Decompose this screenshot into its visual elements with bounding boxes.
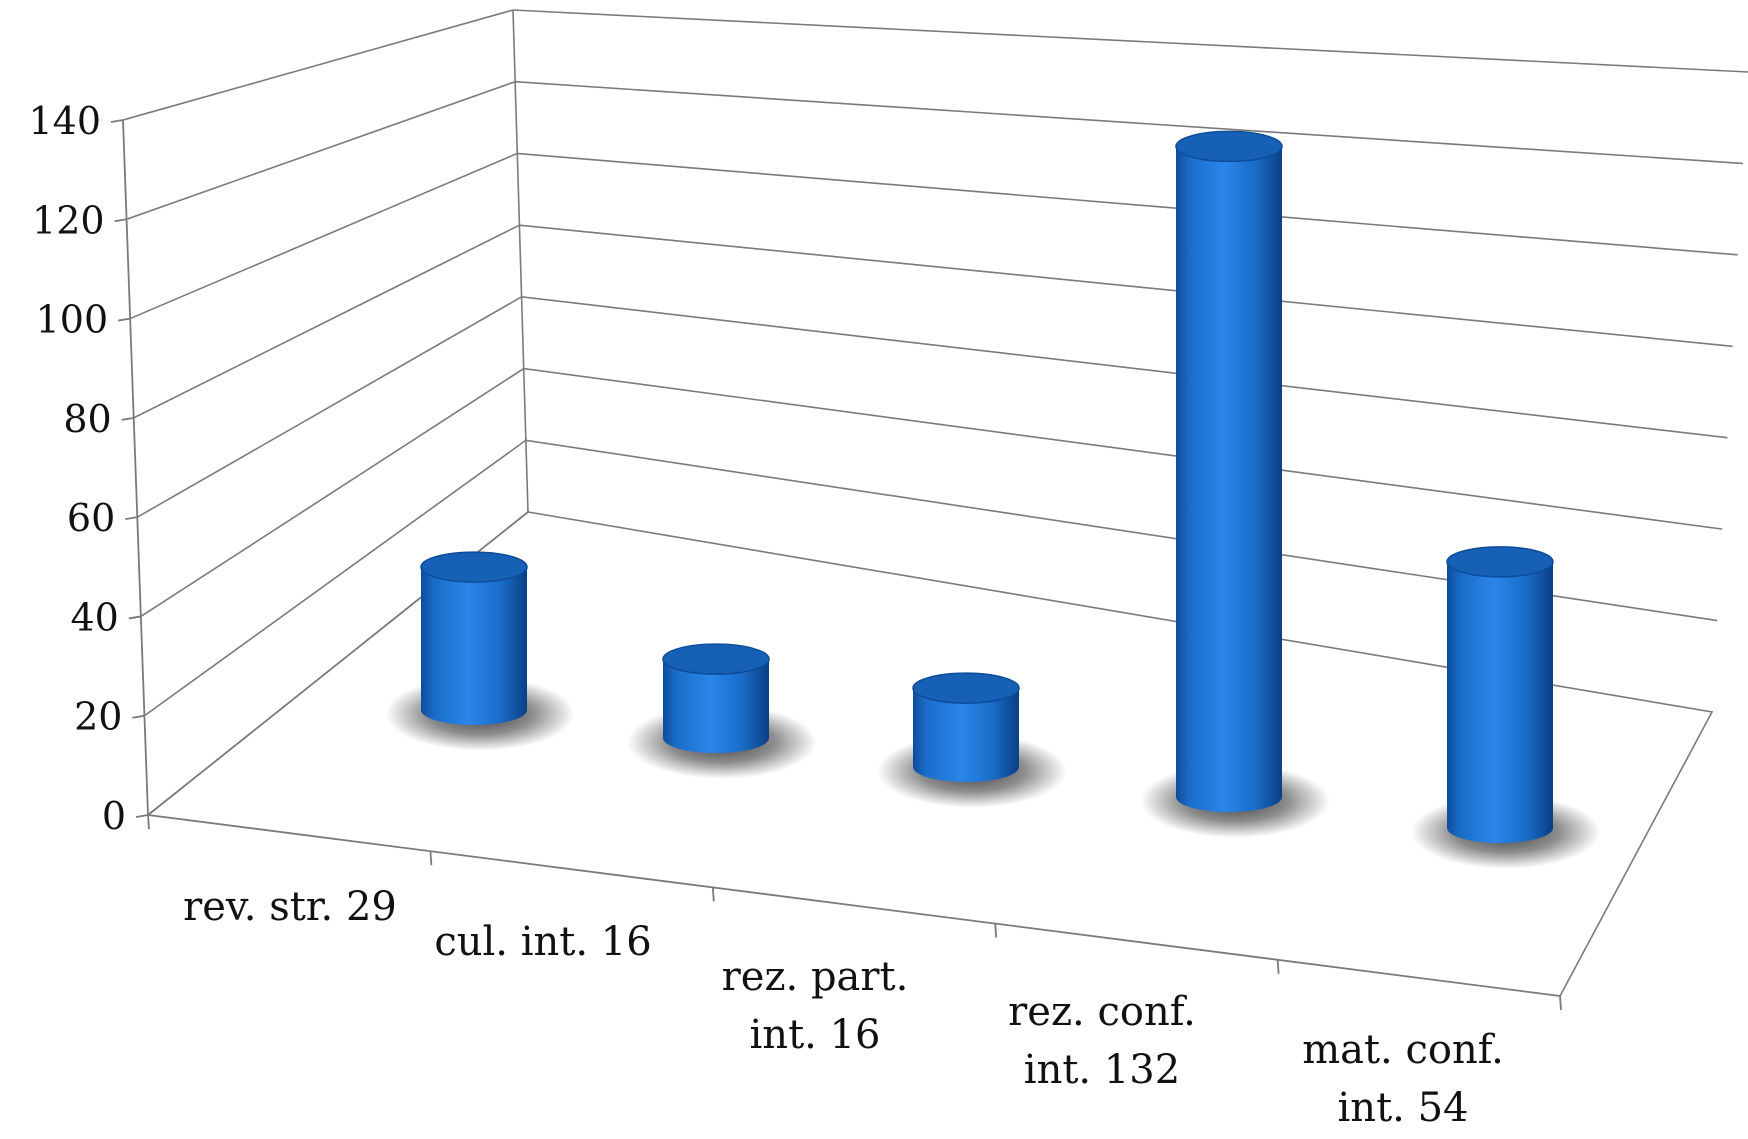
x-tick-mark xyxy=(429,851,433,866)
x-tick-label-line: int. 54 xyxy=(1338,1085,1469,1131)
y-tick-mark xyxy=(117,317,131,322)
bar xyxy=(1140,130,1330,838)
bar-body xyxy=(1176,146,1282,812)
x-tick-mark xyxy=(994,923,998,938)
bar-body xyxy=(913,688,1019,782)
bars xyxy=(385,130,1601,869)
grid-layer xyxy=(110,9,1748,997)
x-tick-mark xyxy=(1559,995,1562,1011)
bar-body xyxy=(421,567,527,725)
y-axis: 0 20 40 60 80 100 120 140 xyxy=(28,99,126,838)
bar-top xyxy=(1446,546,1554,578)
x-tick-label-line: rez. part. xyxy=(722,954,909,1000)
y-tick-label: 140 xyxy=(28,99,101,143)
y-tick-mark xyxy=(128,615,142,620)
bar-top xyxy=(420,551,528,583)
bar-body xyxy=(1447,561,1553,843)
gridline xyxy=(122,9,1748,121)
bar-top xyxy=(912,672,1020,704)
bar xyxy=(1411,546,1601,869)
x-tick-label-line: int. 132 xyxy=(1024,1047,1180,1093)
y-tick-mark xyxy=(114,218,127,223)
bar-top xyxy=(1175,130,1283,163)
bar-top xyxy=(662,643,770,675)
x-tick-label: cul. int. 16 xyxy=(434,919,651,965)
x-axis: rev. str. 29 cul. int. 16 rez. part. int. 1… xyxy=(147,814,1562,1131)
x-tick-label-line: rez. conf. xyxy=(1008,989,1196,1035)
x-tick-label: rev. str. 29 xyxy=(183,884,397,930)
y-tick-mark xyxy=(135,814,149,818)
bar-body xyxy=(663,659,769,753)
gridline xyxy=(129,152,1738,320)
y-tick-label: 100 xyxy=(36,298,109,342)
gridline xyxy=(126,80,1743,221)
back-wall-edge xyxy=(512,9,529,513)
y-tick-mark xyxy=(121,416,134,421)
y-tick-label: 20 xyxy=(74,695,122,739)
x-axis-line xyxy=(147,814,1561,997)
x-tick-label-line: rev. str. 29 xyxy=(183,884,397,930)
x-tick-label: rez. part. int. 16 xyxy=(722,954,909,1058)
y-tick-label: 0 xyxy=(102,794,126,838)
y-tick-mark xyxy=(125,516,138,521)
x-tick-label: rez. conf. int. 132 xyxy=(1008,989,1196,1093)
y-tick-label: 120 xyxy=(32,198,105,242)
bar xyxy=(627,643,817,779)
x-tick-label-line: cul. int. 16 xyxy=(434,919,651,965)
x-tick-mark xyxy=(711,887,715,902)
gridline xyxy=(136,296,1728,518)
floor-edge xyxy=(527,511,1714,997)
x-tick-mark xyxy=(1276,959,1280,974)
bar xyxy=(385,551,575,751)
y-tick-label: 60 xyxy=(67,496,115,540)
y-tick-mark xyxy=(110,119,124,123)
x-tick-label-line: mat. conf. xyxy=(1302,1027,1504,1073)
y-tick-mark xyxy=(132,714,145,719)
x-tick-label: mat. conf. int. 54 xyxy=(1302,1027,1504,1131)
x-tick-label-line: int. 16 xyxy=(750,1012,881,1058)
y-axis-line xyxy=(122,119,149,816)
y-tick-label: 40 xyxy=(70,595,118,639)
x-tick-mark xyxy=(147,814,150,830)
gridline xyxy=(133,224,1733,419)
bar xyxy=(877,672,1067,808)
y-tick-label: 80 xyxy=(63,397,111,441)
